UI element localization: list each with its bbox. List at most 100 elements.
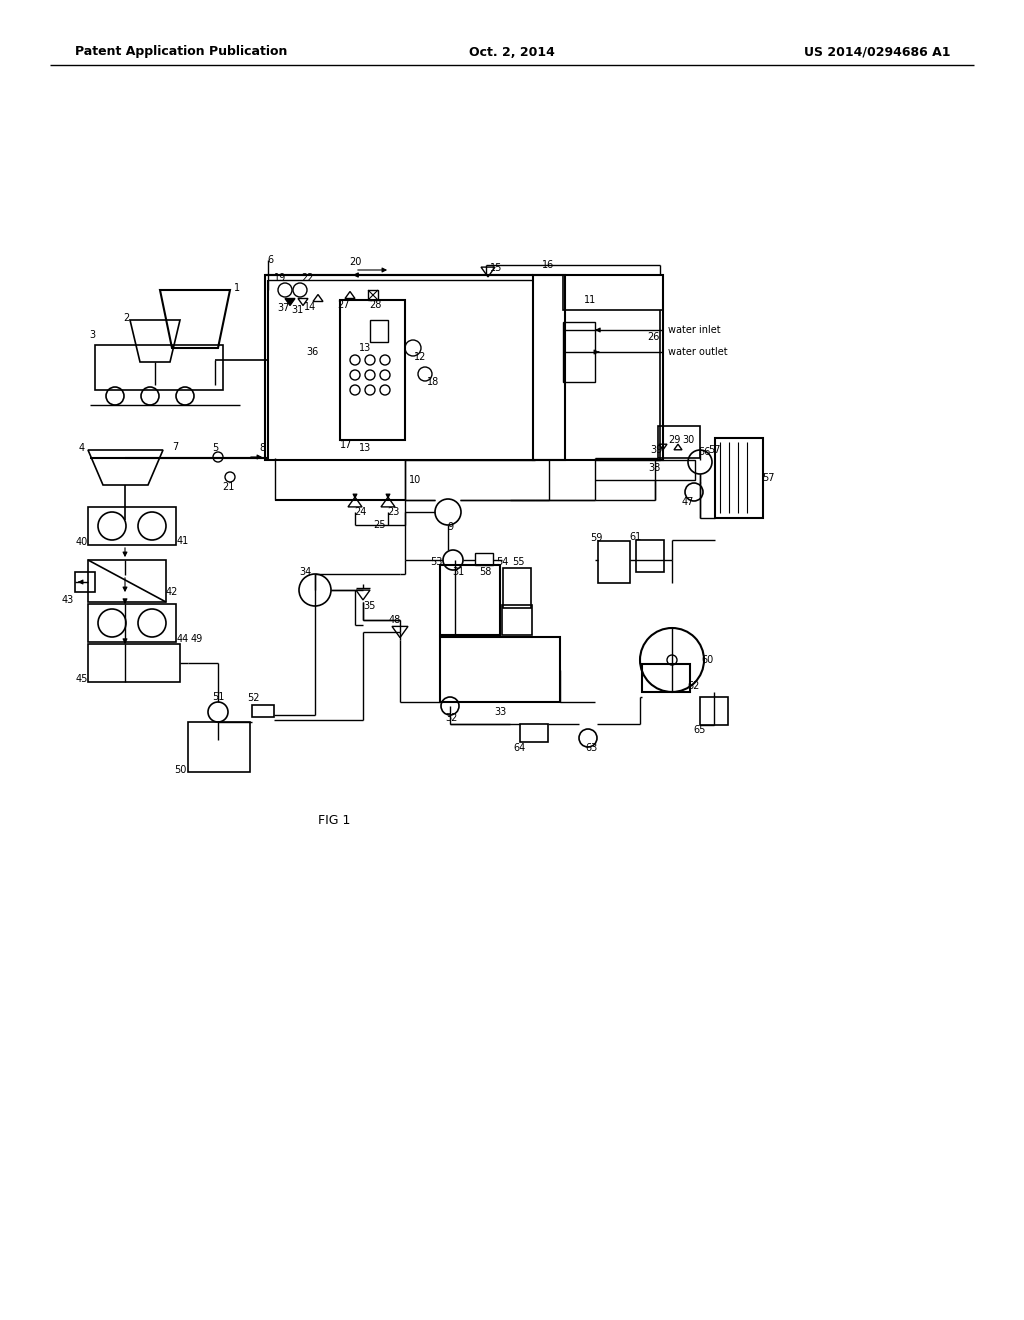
Bar [440, 565, 500, 635]
Text: Oct. 2, 2014: Oct. 2, 2014 [469, 45, 555, 58]
Text: 30: 30 [682, 436, 694, 445]
Text: 38: 38 [648, 463, 660, 473]
Bar [563, 322, 595, 381]
Text: 25: 25 [374, 520, 386, 531]
Text: 18: 18 [427, 378, 439, 387]
Text: 7: 7 [172, 442, 178, 451]
Text: 39: 39 [650, 445, 663, 455]
Text: 28: 28 [369, 300, 381, 310]
Text: 6: 6 [267, 255, 273, 265]
Text: 2: 2 [123, 313, 129, 323]
Text: 64: 64 [514, 743, 526, 752]
Text: 34: 34 [299, 568, 311, 577]
Text: 21: 21 [222, 482, 234, 492]
Bar [440, 638, 560, 702]
Bar [700, 697, 728, 725]
Text: 12: 12 [414, 352, 426, 362]
Bar [88, 507, 176, 545]
Text: 44: 44 [177, 634, 189, 644]
Text: 40: 40 [76, 537, 88, 546]
Bar [370, 319, 388, 342]
Text: 53: 53 [430, 557, 442, 568]
Text: water inlet: water inlet [668, 325, 721, 335]
Text: 9: 9 [446, 521, 453, 532]
Bar [655, 459, 695, 480]
Bar [188, 722, 250, 772]
Text: 59: 59 [590, 533, 602, 543]
Text: 20: 20 [349, 257, 361, 267]
Text: 41: 41 [177, 536, 189, 546]
Bar [75, 572, 95, 591]
Text: FIG 1: FIG 1 [318, 813, 350, 826]
Text: 56: 56 [697, 447, 711, 457]
Text: 52: 52 [247, 693, 259, 704]
Text: 26: 26 [647, 333, 660, 342]
Text: 23: 23 [387, 507, 399, 517]
Text: water outlet: water outlet [668, 347, 728, 356]
Bar [88, 644, 180, 682]
Text: 32: 32 [445, 713, 458, 723]
Text: 4: 4 [79, 444, 85, 453]
Text: 63: 63 [586, 743, 598, 752]
Text: Patent Application Publication: Patent Application Publication [75, 45, 288, 58]
Polygon shape [285, 298, 295, 305]
Text: 15: 15 [489, 263, 502, 273]
Bar [534, 275, 565, 459]
Bar [475, 553, 493, 565]
Text: 57: 57 [708, 445, 720, 455]
Bar [503, 568, 531, 609]
Bar [340, 300, 406, 440]
Text: 61: 61 [630, 532, 642, 543]
Bar [88, 605, 176, 642]
Text: 3: 3 [89, 330, 95, 341]
Text: 36: 36 [306, 347, 318, 356]
Text: 65: 65 [694, 725, 707, 735]
Text: 19: 19 [273, 273, 286, 282]
Bar [95, 345, 223, 389]
Text: 60: 60 [701, 655, 714, 665]
Text: 14: 14 [304, 302, 316, 312]
Text: 58: 58 [479, 568, 492, 577]
Text: 57: 57 [762, 473, 774, 483]
Text: 33: 33 [494, 708, 506, 717]
Bar [598, 541, 630, 583]
Bar [368, 290, 378, 300]
Bar [658, 426, 700, 458]
Text: 37: 37 [276, 304, 289, 313]
Text: 31: 31 [291, 305, 303, 315]
Text: 29: 29 [668, 436, 680, 445]
Text: 27: 27 [338, 300, 350, 310]
Bar [520, 723, 548, 742]
Text: 24: 24 [354, 507, 367, 517]
Bar [88, 560, 166, 602]
Text: 31: 31 [452, 568, 464, 577]
Bar [265, 275, 663, 459]
Text: 49: 49 [190, 634, 203, 644]
Text: 51: 51 [212, 692, 224, 702]
Text: 50: 50 [174, 766, 186, 775]
Bar [502, 605, 532, 635]
Text: 43: 43 [61, 595, 74, 605]
Text: 13: 13 [358, 343, 371, 352]
Text: 35: 35 [364, 601, 376, 611]
Text: 47: 47 [682, 498, 694, 507]
Text: 5: 5 [212, 444, 218, 453]
Text: 48: 48 [389, 615, 401, 624]
Bar [715, 438, 763, 517]
Text: 22: 22 [301, 273, 313, 282]
Text: 55: 55 [512, 557, 524, 568]
Text: 54: 54 [496, 557, 508, 568]
Text: US 2014/0294686 A1: US 2014/0294686 A1 [804, 45, 950, 58]
Text: 1: 1 [233, 282, 240, 293]
Text: 42: 42 [166, 587, 178, 597]
Text: 16: 16 [542, 260, 554, 271]
Bar [563, 275, 663, 310]
Text: 8: 8 [259, 444, 265, 453]
Text: 62: 62 [688, 681, 700, 690]
Bar [252, 705, 274, 717]
Bar [642, 664, 690, 692]
Text: 11: 11 [584, 294, 596, 305]
Text: 13: 13 [358, 444, 371, 453]
Text: 17: 17 [340, 440, 352, 450]
Bar [636, 540, 664, 572]
